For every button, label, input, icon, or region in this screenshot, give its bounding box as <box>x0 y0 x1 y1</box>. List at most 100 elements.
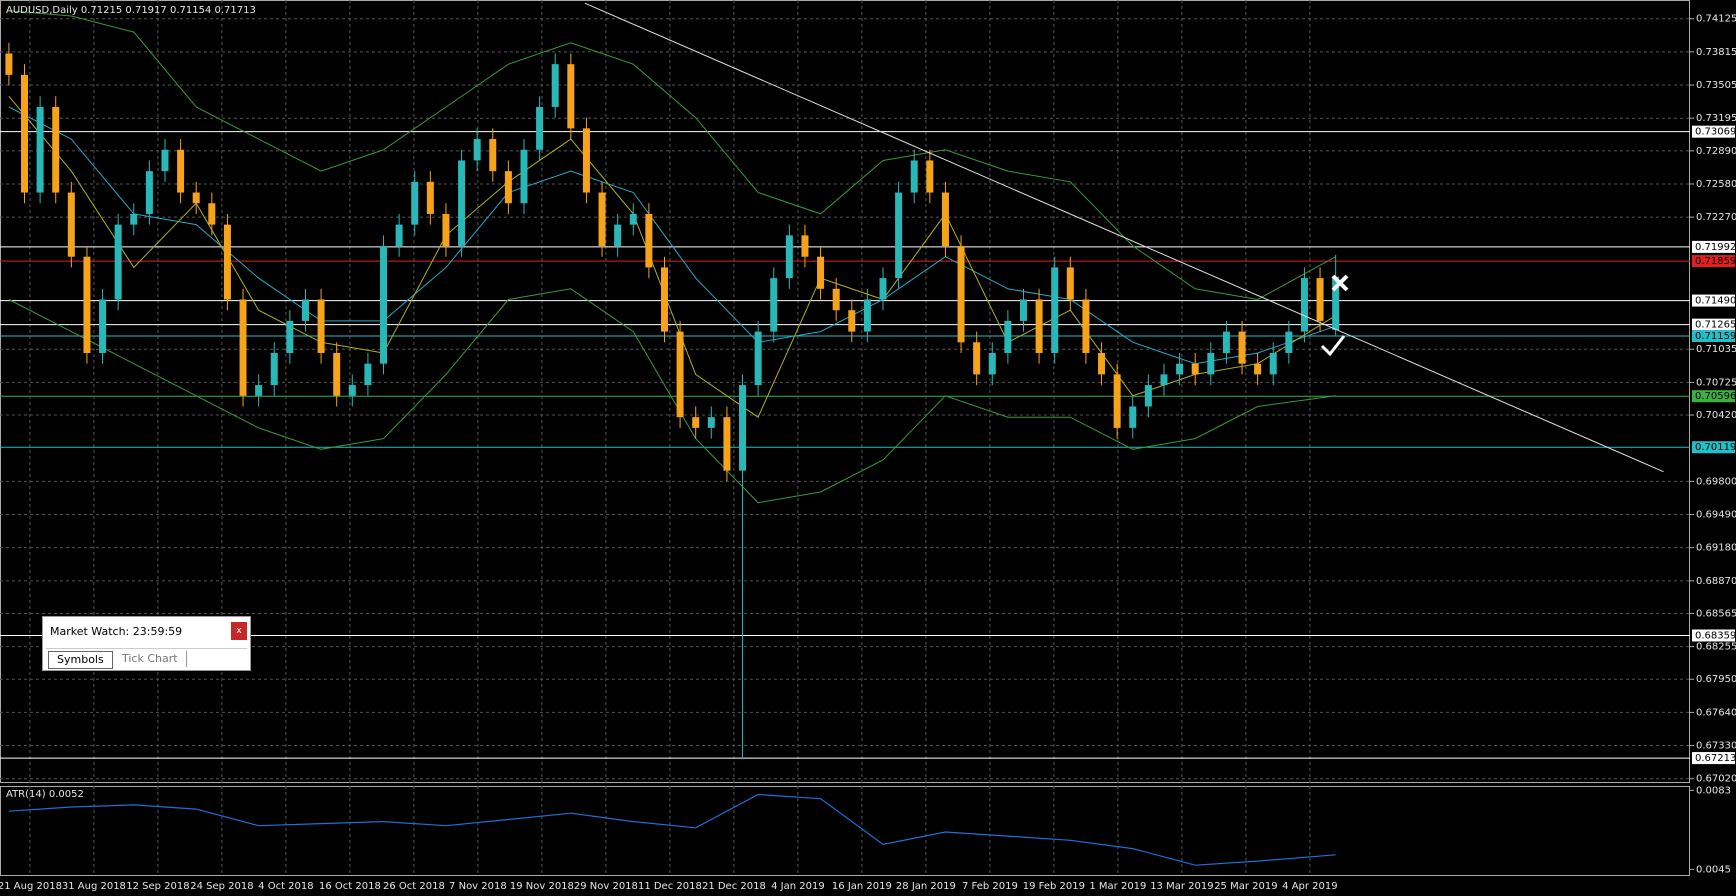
tabs: Symbols Tick Chart <box>46 648 247 669</box>
candle-body <box>286 320 294 353</box>
candle-body <box>395 224 403 247</box>
candle-body <box>926 160 934 193</box>
tab[interactable]: Symbols <box>48 651 113 669</box>
candle-body <box>1254 363 1262 375</box>
candle-body <box>239 299 247 396</box>
x-tick-label: 12 Sep 2018 <box>126 881 189 892</box>
y-tick-label: 0.0045 <box>1696 864 1731 875</box>
candle-body <box>1176 363 1184 375</box>
level-tag <box>1692 125 1735 138</box>
candle-body <box>489 139 497 172</box>
candle-body <box>629 213 637 225</box>
candle-body <box>1004 320 1012 353</box>
candle-body <box>707 417 715 428</box>
candle-body <box>973 342 981 375</box>
x-tick-label: 4 Jan 2019 <box>771 881 825 892</box>
level-label: 0.70596 <box>1695 391 1736 402</box>
candle-body <box>817 256 825 289</box>
x-tick-label: 31 Aug 2018 <box>62 881 126 892</box>
candle-body <box>520 149 528 204</box>
candle-body <box>36 106 44 193</box>
candle-body <box>458 160 466 247</box>
tab[interactable]: Tick Chart <box>114 651 187 667</box>
level-tag <box>1692 294 1735 307</box>
candle-body <box>660 267 668 332</box>
atr-line <box>8 793 1336 866</box>
candle-body <box>67 192 75 257</box>
y-tick-label: 0.72270 <box>1696 212 1736 223</box>
y-tick-label: 0.69180 <box>1696 543 1736 554</box>
candle-body <box>536 106 544 150</box>
y-tick-label: 0.67640 <box>1696 707 1736 718</box>
x-tick-label: 25 Mar 2019 <box>1214 881 1277 892</box>
y-tick-label: 0.72580 <box>1696 179 1736 190</box>
candle-body <box>910 160 918 193</box>
candle-body <box>208 203 216 225</box>
candle-body <box>270 352 278 386</box>
candle-body <box>1082 299 1090 353</box>
candle-body <box>317 299 325 353</box>
candle-body <box>99 299 107 353</box>
candle-body <box>21 74 29 193</box>
level-tag <box>1692 390 1735 403</box>
main-frame <box>0 0 1690 783</box>
candle-body <box>1144 385 1152 407</box>
x-tick-label: 16 Jan 2019 <box>832 881 892 892</box>
x-tick-label: 29 Nov 2018 <box>574 881 638 892</box>
y-tick-label: 0.69800 <box>1696 476 1736 487</box>
y-tick-label: 0.73195 <box>1696 113 1736 124</box>
candle-body <box>598 192 606 247</box>
candle-body <box>941 192 949 247</box>
candle-body <box>426 181 434 214</box>
candle-body <box>177 149 185 193</box>
candle-body <box>785 235 793 279</box>
chart-title: AUDUSD,Daily 0.71215 0.71917 0.71154 0.7… <box>6 5 256 16</box>
candle-body <box>348 385 356 396</box>
y-tick-label: 0.68565 <box>1696 608 1736 619</box>
candle-body <box>380 246 388 364</box>
candle-body <box>988 352 996 375</box>
candle-body <box>333 352 341 396</box>
indicator-line <box>8 10 1336 301</box>
candle-body <box>1300 278 1308 332</box>
x-tick-label: 4 Apr 2019 <box>1282 881 1337 892</box>
level-label: 0.71992 <box>1695 242 1736 253</box>
indicator-line <box>8 106 1336 365</box>
level-label: 0.67213 <box>1695 753 1736 764</box>
candle-body <box>1285 331 1293 353</box>
level-label: 0.71490 <box>1695 296 1736 307</box>
candle-body <box>1238 331 1246 364</box>
y-tick-label: 0.0083 <box>1696 785 1731 796</box>
level-label: 0.68359 <box>1695 630 1736 641</box>
x-tick-label: 13 Mar 2019 <box>1150 881 1213 892</box>
candle-body <box>801 235 809 257</box>
x-tick-label: 28 Jan 2019 <box>896 881 956 892</box>
candle-body <box>161 149 169 172</box>
close-button[interactable]: x <box>231 622 247 640</box>
y-tick-label: 0.73505 <box>1696 80 1736 91</box>
level-tag <box>1692 240 1735 253</box>
candle-body <box>739 385 747 471</box>
level-label: 0.70119 <box>1695 442 1736 453</box>
candle-body <box>895 192 903 279</box>
candle-body <box>130 213 138 225</box>
candle-body <box>692 417 700 428</box>
candle-body <box>223 224 231 300</box>
check-icon <box>1320 335 1346 357</box>
candle-body <box>1098 352 1106 375</box>
candle-body <box>301 299 309 321</box>
plot <box>0 2 1690 866</box>
y-tick-label: 0.71035 <box>1696 344 1736 355</box>
x-tick-label: 19 Feb 2019 <box>1023 881 1085 892</box>
x-tick-label: 21 Aug 2018 <box>0 881 62 892</box>
level-label: 0.71859 <box>1695 256 1736 267</box>
x-tick-label: 16 Oct 2018 <box>319 881 381 892</box>
y-tick-label: 0.72890 <box>1696 146 1736 157</box>
candle-body <box>848 310 856 332</box>
y-tick-label: 0.68870 <box>1696 576 1736 587</box>
trendline <box>584 2 1664 473</box>
candle-body <box>957 246 965 343</box>
candle-body <box>364 363 372 386</box>
candle-body <box>567 64 575 129</box>
